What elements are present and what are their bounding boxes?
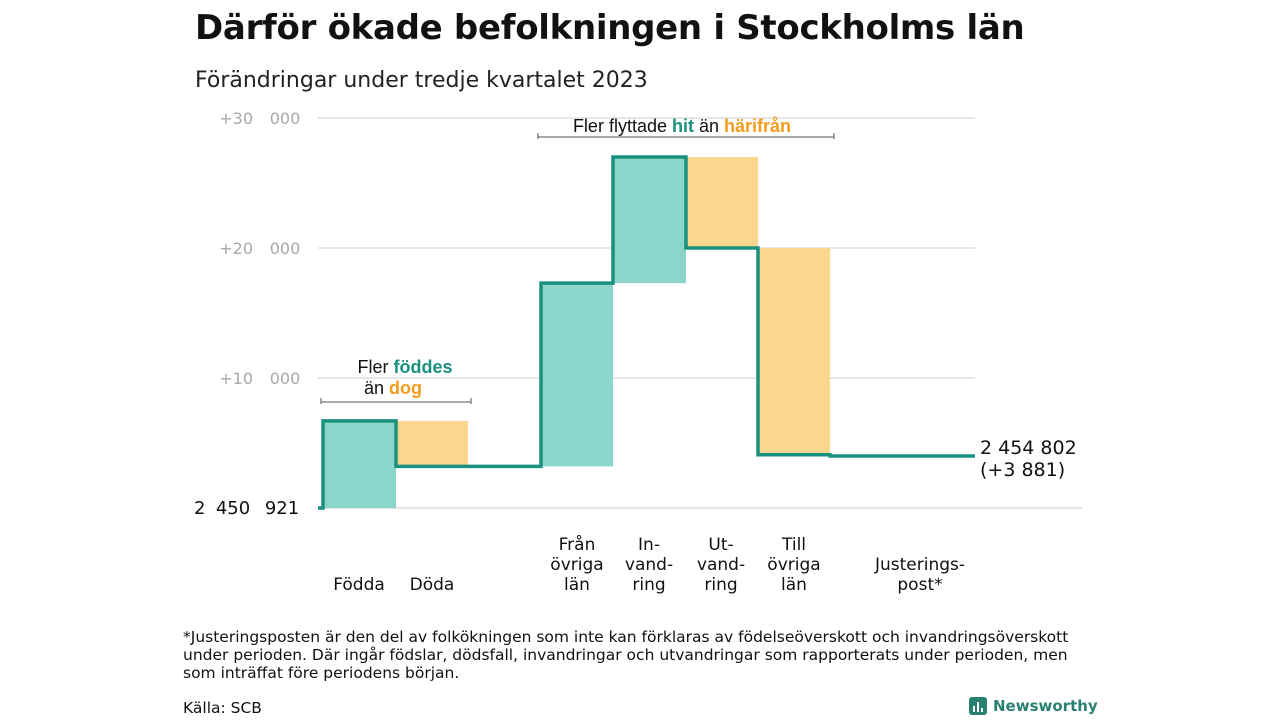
category-label: län bbox=[781, 575, 807, 595]
category-label: ring bbox=[704, 575, 737, 595]
category-label: Ut- bbox=[708, 535, 733, 555]
category-label: post* bbox=[897, 575, 942, 595]
y-tick-label: +20 bbox=[219, 239, 253, 258]
category-label: Justerings- bbox=[874, 555, 965, 575]
source-label: Källa: SCB bbox=[183, 699, 262, 717]
chart-title: Därför ökade befolkningen i Stockholms l… bbox=[195, 8, 1025, 48]
chart-bars-icon bbox=[969, 697, 987, 715]
category-label: övriga bbox=[767, 555, 820, 575]
category-label: Från bbox=[559, 534, 596, 555]
y-tick-label: 000 bbox=[270, 369, 301, 388]
annotation-bracket bbox=[537, 133, 835, 139]
y-tick-label: +10 bbox=[219, 369, 253, 388]
category-label: län bbox=[564, 575, 590, 595]
annotation-bracket bbox=[320, 398, 472, 404]
annotation-text: än bbox=[694, 116, 724, 136]
annotation-deaths: än dog bbox=[364, 378, 422, 398]
cumulative-line bbox=[318, 155, 975, 510]
annotation-highlight-deaths: dog bbox=[389, 378, 422, 398]
start-value-label: 921 bbox=[265, 498, 299, 519]
category-label: vand- bbox=[625, 555, 673, 575]
annotation-migration: Fler flyttade hit än härifrån bbox=[573, 116, 791, 136]
category-label: Döda bbox=[410, 575, 455, 595]
annotation-births: Fler föddes bbox=[357, 357, 452, 377]
chart-subtitle: Förändringar under tredje kvartalet 2023 bbox=[195, 68, 648, 93]
y-tick-label: 000 bbox=[270, 109, 301, 128]
annotation-highlight-births: föddes bbox=[393, 357, 452, 377]
category-label: Födda bbox=[333, 575, 385, 595]
end-value-label: 2 454 802 bbox=[980, 437, 1077, 459]
start-value-label: 450 bbox=[216, 498, 250, 519]
bar-positive bbox=[613, 157, 686, 284]
annotation-text: Fler bbox=[357, 357, 393, 377]
y-tick-label: 000 bbox=[270, 239, 301, 258]
logo-text: Newsworthy bbox=[993, 697, 1098, 715]
category-label: vand- bbox=[697, 555, 745, 575]
bar-negative bbox=[396, 420, 468, 467]
category-label: In- bbox=[638, 535, 660, 555]
category-label: Till bbox=[781, 535, 806, 555]
bar-negative bbox=[686, 157, 758, 248]
category-label: övriga bbox=[550, 555, 603, 575]
category-label: ring bbox=[632, 575, 665, 595]
y-tick-label: +30 bbox=[219, 109, 253, 128]
annotation-highlight-harifran: härifrån bbox=[724, 116, 791, 136]
annotation-text: Fler flyttade bbox=[573, 116, 672, 136]
annotation-text: än bbox=[364, 378, 389, 398]
footnote: *Justeringsposten är den del av folkökni… bbox=[183, 628, 1069, 682]
annotation-highlight-hit: hit bbox=[672, 116, 694, 136]
bar-negative bbox=[758, 248, 830, 455]
newsworthy-logo: Newsworthy bbox=[969, 697, 1098, 715]
end-change-label: (+3 881) bbox=[980, 459, 1065, 481]
bar-positive bbox=[323, 420, 396, 508]
start-value-label: 2 bbox=[194, 498, 205, 519]
bar-positive bbox=[541, 283, 613, 467]
